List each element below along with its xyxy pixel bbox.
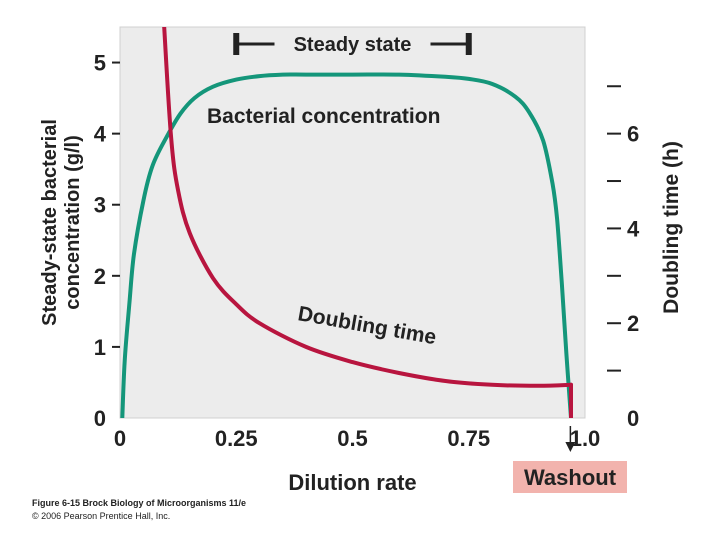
washout-arrow-head	[565, 442, 576, 452]
right-tick-label: 6	[627, 122, 639, 147]
x-axis-label: Dilution rate	[288, 470, 416, 495]
x-tick-label: 0.75	[447, 426, 490, 451]
steady-state-annotation: Steady state	[233, 30, 472, 58]
washout-label: Washout	[524, 465, 617, 490]
left-tick-label: 4	[94, 122, 107, 147]
bacterial-concentration-label: Bacterial concentration	[207, 105, 440, 128]
x-tick-label: 0	[114, 426, 126, 451]
x-tick-label: 1.0	[570, 426, 601, 451]
copyright-caption: © 2006 Pearson Prentice Hall, Inc.	[32, 511, 171, 521]
right-y-axis-label: Doubling time (h)	[660, 141, 683, 314]
left-tick-label: 0	[94, 406, 106, 431]
left-y-axis-label-line2: concentration (g/l)	[62, 135, 84, 309]
figure-caption: Figure 6-15 Brock Biology of Microorgani…	[32, 498, 247, 508]
right-tick-label: 2	[627, 311, 639, 336]
washout-label-bg	[513, 461, 627, 493]
plot-area	[119, 26, 586, 419]
washout-annotation: Washout	[513, 426, 627, 493]
left-tick-label: 2	[94, 264, 106, 289]
left-tick-label: 5	[94, 51, 106, 76]
right-axis-ticks: 0 2 4 6	[607, 85, 640, 431]
doubling-time-line	[162, 27, 573, 388]
left-tick-label: 1	[94, 335, 106, 360]
left-axis-ticks: 0 1 2 3 4 5	[94, 51, 120, 431]
x-tick-label: 0.25	[215, 426, 258, 451]
right-tick-label: 4	[627, 216, 640, 241]
left-y-axis-label: Steady-state bacterialconcentration (g/l…	[39, 119, 84, 326]
right-tick-label: 0	[627, 406, 639, 431]
x-axis-ticks: 0 0.25 0.5 0.75 1.0	[114, 426, 600, 451]
steady-state-label-bg	[274, 30, 431, 58]
left-tick-label: 3	[94, 193, 106, 218]
steady-state-label: Steady state	[294, 34, 412, 56]
bacterial-concentration-line	[120, 72, 573, 418]
x-tick-label: 0.5	[337, 426, 368, 451]
series-layer	[120, 27, 573, 418]
left-y-axis-label-line1: Steady-state bacterial	[39, 119, 61, 326]
